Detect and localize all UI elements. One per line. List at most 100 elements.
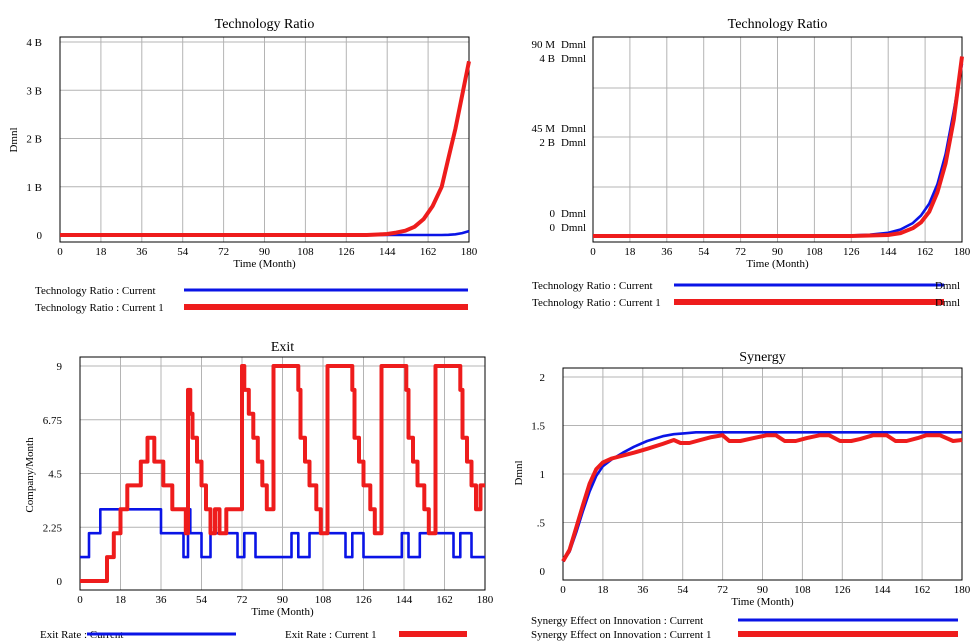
legend-entry: Synergy Effect on Innovation : Current <box>531 615 958 627</box>
x-tick-label: 180 <box>477 594 494 606</box>
y-axis-label: Dmnl <box>8 127 20 152</box>
plot-frame <box>592 36 963 243</box>
legend-label: Technology Ratio : Current 1 <box>532 297 661 309</box>
x-tick-label: 18 <box>95 246 107 258</box>
x-tick-label: 90 <box>277 594 289 606</box>
x-tick-label: 54 <box>677 584 689 596</box>
plot-frame <box>562 367 963 581</box>
x-axis-label: Time (Month) <box>746 258 809 270</box>
x-tick-label: 72 <box>717 584 728 596</box>
y-tick-label: 3 B <box>26 85 42 97</box>
x-tick-label: 144 <box>874 584 891 596</box>
x-tick-label: 36 <box>637 584 649 596</box>
y-tick-label: 1 <box>540 469 546 481</box>
x-tick-label: 180 <box>954 584 971 596</box>
legend-label: Technology Ratio : Current 1 <box>35 302 164 314</box>
x-tick-label: 18 <box>115 594 127 606</box>
legend-entry: Exit Rate : Current <box>40 629 236 641</box>
legend-label: Exit Rate : Current 1 <box>285 629 377 641</box>
legend-label: Exit Rate : Current <box>40 629 123 641</box>
chart-panel-2: Technology Ratio 0 18 36 54 72 90 108 126 144 162 1… <box>531 17 970 309</box>
x-tick-label: 72 <box>237 594 248 606</box>
x-tick-label: 18 <box>597 584 609 596</box>
x-tick-label: 162 <box>914 584 931 596</box>
x-tick-label: 144 <box>880 246 897 258</box>
y-tick-unit: Dmnl <box>561 123 586 135</box>
chart-title: Synergy <box>739 350 785 365</box>
x-tick-label: 126 <box>338 246 355 258</box>
y-tick-label: 1.5 <box>531 421 545 433</box>
x-tick-label: 180 <box>461 246 478 258</box>
y-tick-label: 45 M <box>531 123 555 135</box>
x-tick-label: 72 <box>735 246 746 258</box>
legend-label: Synergy Effect on Innovation : Current 1 <box>531 629 711 641</box>
x-tick-label: 162 <box>436 594 453 606</box>
x-tick-label: 72 <box>218 246 229 258</box>
y-tick-label: 4 B <box>26 37 42 49</box>
chart-title: Exit <box>271 340 294 355</box>
y-tick-label: 4 B <box>539 53 555 65</box>
x-axis-label: Time (Month) <box>731 596 794 608</box>
series-line-current-1 <box>60 60 471 237</box>
x-tick-label: 54 <box>698 246 710 258</box>
legend-label: Technology Ratio : Current <box>35 285 156 297</box>
y-tick-label: 0 <box>37 230 43 242</box>
chart-panel-1: Technology Ratio 0 18 36 54 72 90 108 126 144 162 1… <box>8 17 478 314</box>
y-tick-unit: Dmnl <box>561 208 586 220</box>
series-line-current <box>561 430 962 563</box>
y-tick-unit: Dmnl <box>561 39 586 51</box>
x-tick-label: 0 <box>560 584 566 596</box>
x-tick-label: 90 <box>259 246 271 258</box>
x-tick-label: 144 <box>396 594 413 606</box>
x-tick-label: 36 <box>661 246 673 258</box>
legend-label: Technology Ratio : Current <box>532 280 653 292</box>
y-tick-unit: Dmnl <box>561 222 586 234</box>
y-tick-label: 0 <box>57 576 63 588</box>
x-tick-label: 162 <box>420 246 437 258</box>
x-tick-label: 108 <box>315 594 332 606</box>
x-tick-label: 108 <box>794 584 811 596</box>
x-tick-label: 108 <box>806 246 823 258</box>
series-line-current-1 <box>593 56 964 238</box>
y-axis-label: Dmnl <box>513 460 525 485</box>
x-tick-label: 144 <box>379 246 396 258</box>
x-axis-label: Time (Month) <box>251 606 314 618</box>
chart-title: Technology Ratio <box>215 17 315 32</box>
x-tick-label: 180 <box>954 246 971 258</box>
y-tick-label: 2.25 <box>43 522 63 534</box>
y-tick-label: 6.75 <box>43 415 63 427</box>
x-tick-label: 18 <box>624 246 636 258</box>
x-tick-label: 54 <box>196 594 208 606</box>
legend-entry: Technology Ratio : Current Dmnl <box>532 280 960 292</box>
series-line-current-1 <box>80 364 485 583</box>
x-tick-label: 162 <box>917 246 934 258</box>
x-tick-label: 90 <box>757 584 769 596</box>
x-tick-label: 0 <box>57 246 63 258</box>
chart-title: Technology Ratio <box>728 17 828 32</box>
x-tick-label: 126 <box>843 246 860 258</box>
y-tick-label: 0 <box>540 566 546 578</box>
legend-entry: Technology Ratio : Current 1 <box>35 302 468 314</box>
y-tick-label: 9 <box>57 361 63 373</box>
series-line-current-1 <box>561 433 963 563</box>
y-tick-label: 1 B <box>26 182 42 194</box>
chart-panel-4: Synergy 0 18 36 54 72 90 108 126 144 162 180 Time (M… <box>513 350 971 641</box>
x-tick-label: 126 <box>834 584 851 596</box>
legend-entry: Exit Rate : Current 1 <box>285 629 467 641</box>
plot-frame <box>79 356 486 591</box>
legend-unit: Dmnl <box>935 297 960 309</box>
x-tick-label: 126 <box>355 594 372 606</box>
legend-entry: Technology Ratio : Current 1 Dmnl <box>532 297 960 309</box>
series-line-current <box>80 507 485 559</box>
plot-frame <box>59 36 470 243</box>
legend-unit: Dmnl <box>935 280 960 292</box>
x-tick-label: 0 <box>590 246 596 258</box>
x-tick-label: 108 <box>297 246 314 258</box>
legend-label: Synergy Effect on Innovation : Current <box>531 615 703 627</box>
x-tick-label: 54 <box>177 246 189 258</box>
y-tick-label: .5 <box>537 518 546 530</box>
y-tick-label: 2 B <box>539 137 555 149</box>
y-tick-label: 0 <box>550 222 556 234</box>
